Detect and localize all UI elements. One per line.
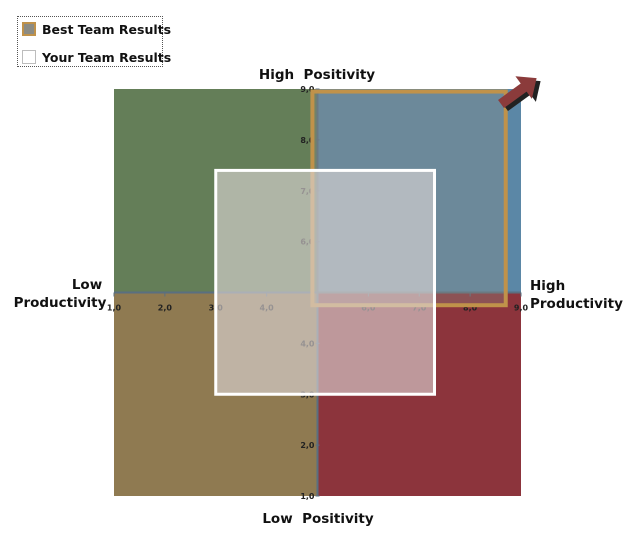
axis-label-top: High Positivity — [259, 67, 375, 83]
axis-label-bottom: Low Positivity — [262, 511, 374, 527]
y-tick-label: 2,0 — [300, 441, 315, 450]
arrow-icon — [498, 76, 541, 112]
axis-label-left-line2: Productivity — [14, 295, 107, 311]
legend-swatch-yours — [22, 50, 36, 64]
legend-swatch-best — [22, 22, 36, 36]
legend-label-best: Best Team Results — [42, 21, 172, 37]
legend-item-yours[interactable]: Your Team Results — [22, 47, 171, 67]
y-tick-label: 1,0 — [300, 492, 315, 501]
y-tick-label: 8,0 — [300, 136, 315, 145]
axis-label-left-line1: Low — [72, 277, 102, 293]
legend-item-best[interactable]: Best Team Results — [22, 19, 171, 39]
x-tick-label: 8,0 — [463, 304, 478, 313]
y-tick-label: 9,0 — [300, 85, 315, 94]
x-tick-label: 9,0 — [514, 304, 529, 313]
axis-label-right-line1: High — [530, 278, 565, 294]
axis-label-right-line2: Productivity — [530, 296, 623, 312]
your-team-region — [214, 168, 437, 396]
legend-label-yours: Your Team Results — [42, 49, 172, 65]
x-tick-label: 1,0 — [107, 304, 122, 313]
result-regions — [214, 89, 508, 396]
legend: Best Team Results Your Team Results — [17, 16, 171, 67]
arrow-body — [498, 76, 537, 109]
x-tick-label: 2,0 — [158, 304, 173, 313]
